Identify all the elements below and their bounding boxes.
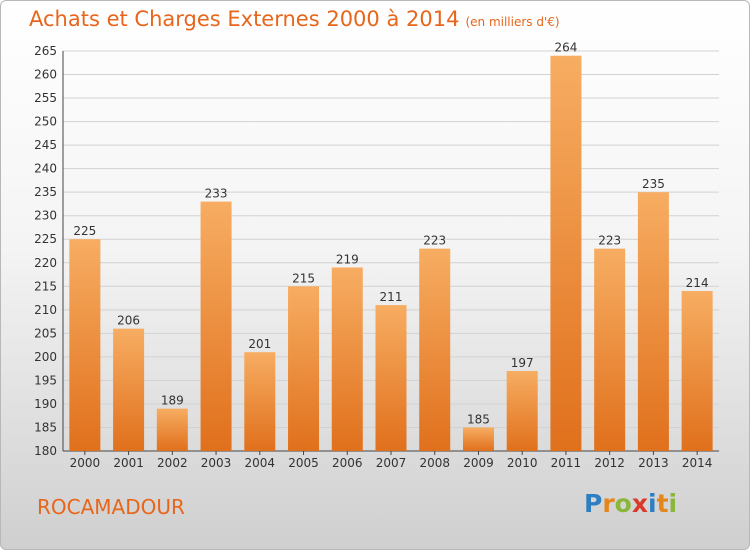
x-tick-label: 2004 <box>245 456 276 470</box>
bar-value-label: 201 <box>248 337 271 351</box>
bar-value-label: 214 <box>686 276 709 290</box>
bar <box>594 248 626 451</box>
logo-letter: x <box>631 489 648 518</box>
bar-value-label: 185 <box>467 412 490 426</box>
bar <box>244 352 276 451</box>
x-tick-label: 2005 <box>288 456 319 470</box>
bar-value-label: 219 <box>336 252 359 266</box>
y-tick-label: 190 <box>34 397 57 411</box>
bar <box>462 427 494 451</box>
bar-value-label: 235 <box>642 177 665 191</box>
logo-letter: i <box>668 489 678 518</box>
x-tick-label: 2006 <box>332 456 363 470</box>
x-tick-label: 2001 <box>113 456 144 470</box>
bar <box>506 371 538 451</box>
city-name: ROCAMADOUR <box>37 495 185 519</box>
y-tick-label: 250 <box>34 115 57 129</box>
bar <box>288 286 320 451</box>
y-tick-label: 200 <box>34 350 57 364</box>
logo-letter: P <box>584 489 603 518</box>
x-tick-label: 2000 <box>70 456 101 470</box>
y-tick-label: 195 <box>34 373 57 387</box>
x-tick-label: 2011 <box>551 456 582 470</box>
proxiti-logo: Proxiti <box>584 489 677 518</box>
chart-subtitle: (en milliers d'€) <box>465 15 560 29</box>
x-tick-label: 2003 <box>201 456 232 470</box>
bar <box>550 55 582 452</box>
y-tick-label: 265 <box>34 44 57 58</box>
y-tick-label: 245 <box>34 138 57 152</box>
bar-value-label: 264 <box>554 41 577 55</box>
bar <box>200 201 232 451</box>
y-tick-label: 215 <box>34 279 57 293</box>
y-tick-label: 185 <box>34 420 57 434</box>
chart-title: Achats et Charges Externes 2000 à 2014 (e… <box>29 7 560 31</box>
logo-letter: i <box>648 489 657 518</box>
y-tick-label: 210 <box>34 303 57 317</box>
y-tick-label: 240 <box>34 162 57 176</box>
logo-letter: o <box>614 489 632 518</box>
bar <box>331 267 363 451</box>
bar-value-label: 211 <box>380 290 403 304</box>
bar <box>113 328 145 451</box>
logo-letter: r <box>602 489 615 518</box>
x-tick-label: 2014 <box>682 456 713 470</box>
y-tick-label: 225 <box>34 232 57 246</box>
x-tick-label: 2008 <box>419 456 450 470</box>
chart-title-text: Achats et Charges Externes 2000 à 2014 <box>29 7 460 31</box>
bar-value-label: 223 <box>598 234 621 248</box>
x-tick-label: 2002 <box>157 456 188 470</box>
logo-letter: t <box>656 489 669 518</box>
y-tick-label: 220 <box>34 256 57 270</box>
bar <box>419 248 451 451</box>
x-tick-label: 2009 <box>463 456 494 470</box>
bar <box>637 192 669 452</box>
bar <box>375 305 407 451</box>
bar <box>156 408 188 451</box>
bar-value-label: 206 <box>117 314 140 328</box>
y-tick-label: 235 <box>34 185 57 199</box>
bar-value-label: 233 <box>205 187 228 201</box>
bar <box>69 239 101 451</box>
y-tick-label: 205 <box>34 326 57 340</box>
x-tick-label: 2012 <box>594 456 625 470</box>
y-tick-label: 230 <box>34 209 57 223</box>
bar-value-label: 197 <box>511 356 534 370</box>
y-tick-label: 255 <box>34 91 57 105</box>
bar <box>681 291 713 451</box>
y-tick-label: 260 <box>34 68 57 82</box>
bar-value-label: 223 <box>423 234 446 248</box>
x-tick-label: 2007 <box>376 456 407 470</box>
axes: 180 185 190 195 200 205 210 215 220 225 230 235 240 2… <box>34 44 719 470</box>
bar-value-label: 225 <box>73 224 96 238</box>
x-tick-label: 2010 <box>507 456 538 470</box>
x-tick-label: 2013 <box>638 456 669 470</box>
bar-value-label: 215 <box>292 271 315 285</box>
y-tick-label: 180 <box>34 444 57 458</box>
bar-value-label: 189 <box>161 394 184 408</box>
bars: 225 206 189 233 201 215 219 211 223 185 197 264 223 2… <box>69 41 713 452</box>
